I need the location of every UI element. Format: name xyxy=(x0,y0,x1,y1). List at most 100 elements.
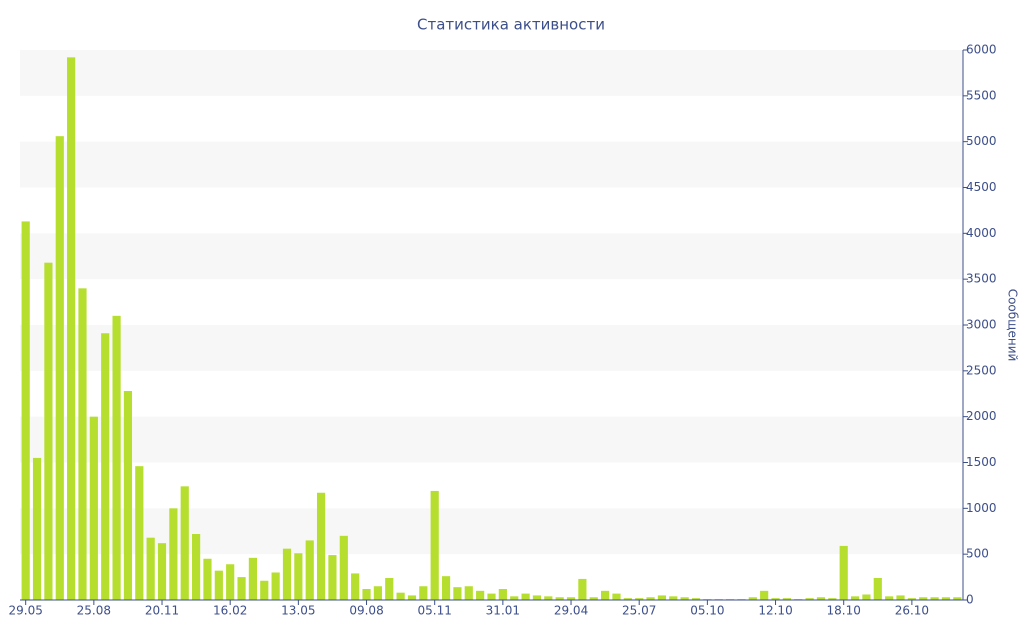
grid-band xyxy=(20,416,963,463)
y-tick-label: 500 xyxy=(966,547,989,561)
bar xyxy=(941,597,951,600)
bar xyxy=(21,221,30,600)
bar xyxy=(907,598,916,600)
bar xyxy=(396,592,405,600)
x-tick-label: 13.05 xyxy=(281,604,315,618)
bar xyxy=(44,262,53,600)
bar xyxy=(657,595,667,600)
bar xyxy=(123,391,133,600)
y-tick-label: 3000 xyxy=(966,318,997,332)
bar xyxy=(771,598,780,600)
bar xyxy=(532,595,542,600)
bar xyxy=(385,578,394,600)
bar xyxy=(760,590,769,600)
y-tick-label: 1000 xyxy=(966,501,997,515)
bar xyxy=(294,553,303,600)
bar xyxy=(555,597,564,600)
bar xyxy=(282,548,292,600)
bar xyxy=(203,558,212,600)
bar xyxy=(635,598,644,600)
bar xyxy=(180,486,189,600)
bar xyxy=(89,416,98,600)
y-tick-label: 4000 xyxy=(966,226,997,240)
y-tick-label: 5500 xyxy=(966,88,997,102)
bar xyxy=(601,590,610,600)
bar xyxy=(850,596,860,600)
bar xyxy=(828,598,837,600)
bar xyxy=(839,545,848,600)
x-tick-label: 12.10 xyxy=(758,604,792,618)
x-tick-label: 18.10 xyxy=(827,604,861,618)
bar xyxy=(862,594,871,600)
bar xyxy=(498,589,507,600)
y-tick-label: 5000 xyxy=(966,134,997,148)
bar xyxy=(192,534,201,600)
bar xyxy=(55,136,64,600)
bar xyxy=(885,596,894,600)
bar xyxy=(896,595,905,600)
bar xyxy=(487,593,496,600)
y-tick-label: 2500 xyxy=(966,363,997,377)
bar xyxy=(748,597,757,600)
bar xyxy=(248,557,257,600)
bar xyxy=(873,578,882,600)
bar xyxy=(78,288,87,600)
grid-band xyxy=(20,141,963,188)
bar xyxy=(612,593,621,600)
bar xyxy=(237,577,246,600)
bar xyxy=(67,57,76,601)
y-tick-label: 3500 xyxy=(966,272,997,286)
bar xyxy=(691,598,701,600)
x-tick-label: 29.05 xyxy=(9,604,43,618)
bar xyxy=(464,586,473,600)
bar xyxy=(669,596,678,600)
bar xyxy=(419,586,428,600)
bar xyxy=(351,573,360,600)
x-tick-label: 09.08 xyxy=(349,604,383,618)
y-tick-label: 0 xyxy=(966,593,974,607)
bar xyxy=(373,586,382,600)
x-tick-label: 25.07 xyxy=(622,604,656,618)
bar xyxy=(169,508,178,600)
bar xyxy=(146,537,155,600)
bar xyxy=(407,595,417,600)
bar xyxy=(328,555,337,600)
x-tick-label: 05.10 xyxy=(690,604,724,618)
x-tick-label: 20.11 xyxy=(145,604,179,618)
bar xyxy=(339,535,348,600)
bar xyxy=(430,490,439,600)
bar xyxy=(510,596,519,600)
bar xyxy=(32,457,42,600)
bar xyxy=(271,572,280,600)
bar xyxy=(805,598,814,600)
bar xyxy=(260,580,269,600)
bar xyxy=(919,597,928,600)
bar xyxy=(214,570,223,600)
bar xyxy=(623,598,632,600)
bar xyxy=(101,333,110,600)
bar xyxy=(441,576,451,600)
bar xyxy=(566,597,576,600)
bar xyxy=(816,597,826,600)
y-tick-label: 1500 xyxy=(966,455,997,469)
bar xyxy=(782,598,791,600)
bar xyxy=(646,597,655,600)
bar xyxy=(953,597,962,600)
grid-band xyxy=(20,50,963,96)
bar xyxy=(589,597,598,600)
bar xyxy=(362,589,371,600)
chart-title: Статистика активности xyxy=(417,16,605,34)
y-axis-label: Сообщений xyxy=(1006,289,1020,362)
bar xyxy=(135,466,144,600)
x-tick-label: 26.10 xyxy=(895,604,929,618)
x-tick-label: 16.02 xyxy=(213,604,247,618)
bar xyxy=(316,492,326,600)
bar xyxy=(578,578,587,600)
x-tick-label: 29.04 xyxy=(554,604,588,618)
bar xyxy=(680,597,689,600)
bar xyxy=(305,540,314,600)
x-tick-label: 31.01 xyxy=(486,604,520,618)
bar xyxy=(476,590,485,600)
